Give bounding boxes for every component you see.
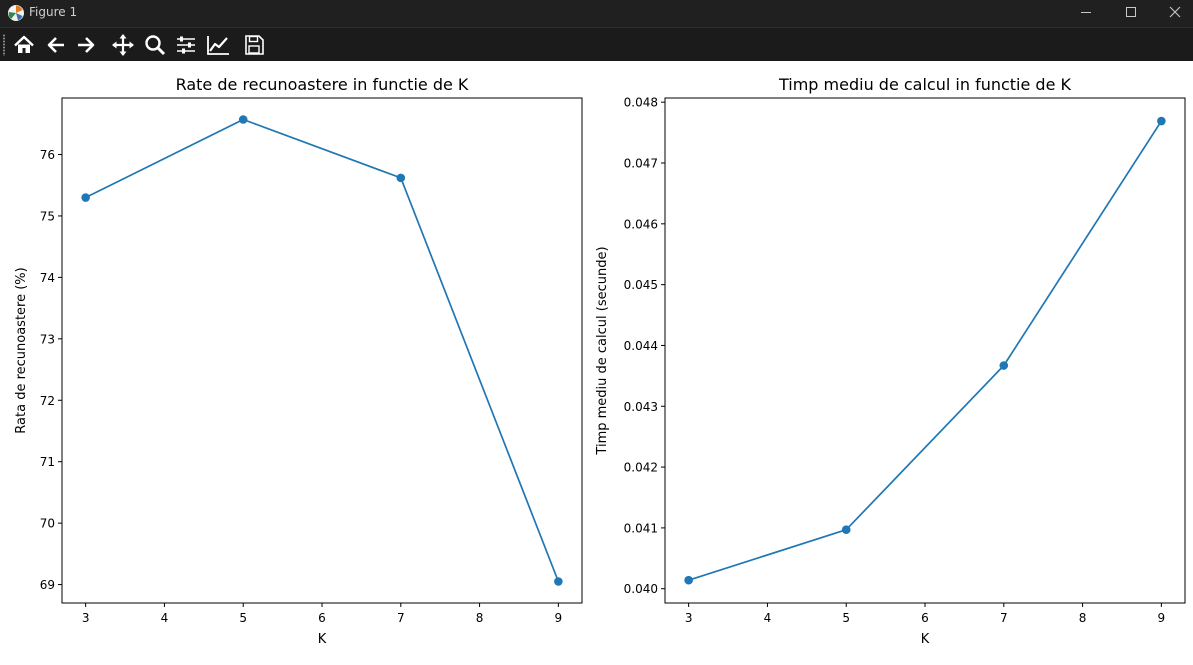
chart-title: Timp mediu de calcul in functie de K — [778, 75, 1072, 94]
y-tick-label: 0.042 — [624, 461, 658, 475]
x-tick-label: 4 — [764, 611, 772, 625]
close-button[interactable] — [1153, 0, 1193, 27]
y-axis-label: Timp mediu de calcul (secunde) — [595, 246, 610, 455]
back-arrow-icon — [47, 37, 64, 53]
close-icon — [1169, 6, 1181, 18]
x-tick-label: 7 — [1000, 611, 1008, 625]
y-axis-label: Rata de recunoastere (%) — [14, 267, 29, 433]
y-tick-label: 0.041 — [624, 521, 658, 535]
y-tick-label: 73 — [40, 332, 55, 346]
y-tick-label: 0.045 — [624, 278, 658, 292]
subplot-1: Rate de recunoastere in functie de K 3 4 5 6… — [14, 75, 583, 647]
toolbar-grip[interactable] — [3, 34, 5, 56]
y-tick-label: 0.043 — [624, 400, 658, 414]
series-line — [688, 120, 1163, 581]
maximize-button[interactable] — [1109, 0, 1153, 27]
data-point — [1157, 116, 1166, 126]
y-tick-label: 0.048 — [624, 96, 658, 110]
x-axis-label: K — [318, 632, 327, 647]
x-tick-label: 5 — [239, 611, 247, 625]
x-tick-label: 9 — [555, 611, 563, 625]
y-tick-label: 0.044 — [624, 339, 658, 353]
minimize-icon — [1081, 12, 1091, 13]
x-tick-label: 5 — [842, 611, 850, 625]
matplotlib-logo-icon — [8, 5, 24, 21]
x-tick-label: 3 — [685, 611, 693, 625]
data-point — [238, 115, 248, 124]
y-tick-label: 75 — [40, 209, 55, 223]
data-point — [81, 193, 90, 202]
forward-button[interactable] — [73, 32, 99, 58]
y-tick-label: 69 — [40, 578, 55, 592]
x-tick-label: 8 — [476, 611, 484, 625]
minimize-button[interactable] — [1064, 0, 1108, 27]
data-point — [554, 577, 563, 586]
y-tick-label: 70 — [40, 517, 55, 531]
home-button[interactable] — [11, 32, 37, 58]
chart-title: Rate de recunoastere in functie de K — [176, 75, 469, 94]
pan-icon — [112, 34, 134, 56]
subplot-2: Timp mediu de calcul in functie de K 3 4 5 6… — [595, 75, 1186, 647]
y-tick-label: 71 — [40, 455, 55, 469]
save-icon — [245, 35, 264, 55]
data-point — [999, 361, 1009, 370]
y-tick-label: 0.046 — [624, 217, 658, 231]
pan-button[interactable] — [110, 32, 136, 58]
y-tick-label: 0.047 — [624, 157, 658, 171]
y-tick-label: 76 — [40, 148, 55, 162]
figure-canvas[interactable]: Rate de recunoastere in functie de K 3 4 5 6… — [0, 61, 1193, 661]
series-line — [85, 118, 560, 582]
maximize-icon — [1126, 7, 1136, 17]
configure-subplots-icon — [177, 36, 195, 54]
zoom-icon — [145, 35, 166, 56]
save-button[interactable] — [241, 32, 267, 58]
forward-arrow-icon — [78, 37, 95, 53]
configure-subplots-button[interactable] — [173, 32, 199, 58]
data-point — [396, 173, 406, 183]
data-point — [841, 525, 851, 535]
y-tick-label: 0.040 — [624, 582, 658, 596]
y-tick-label: 72 — [40, 394, 55, 408]
edit-axis-icon — [207, 36, 229, 55]
data-point — [684, 575, 693, 585]
window-title: Figure 1 — [29, 5, 78, 19]
axes-frame — [61, 97, 583, 604]
navigation-toolbar — [0, 27, 1193, 61]
x-tick-label: 6 — [921, 611, 929, 625]
x-tick-label: 4 — [161, 611, 169, 625]
x-axis-label: K — [921, 632, 930, 647]
figure-svg: Rate de recunoastere in functie de K 3 4 5 6… — [14, 75, 1186, 647]
edit-axis-button[interactable] — [204, 32, 230, 58]
x-tick-label: 7 — [397, 611, 405, 625]
x-tick-label: 3 — [82, 611, 90, 625]
x-tick-label: 8 — [1079, 611, 1087, 625]
x-tick-label: 6 — [318, 611, 326, 625]
zoom-button[interactable] — [142, 32, 168, 58]
axes-frame — [664, 97, 1186, 604]
y-tick-label: 74 — [40, 271, 55, 285]
back-button[interactable] — [43, 32, 69, 58]
window-titlebar: Figure 1 — [0, 0, 1193, 27]
home-icon — [14, 35, 34, 53]
x-tick-label: 9 — [1158, 611, 1166, 625]
